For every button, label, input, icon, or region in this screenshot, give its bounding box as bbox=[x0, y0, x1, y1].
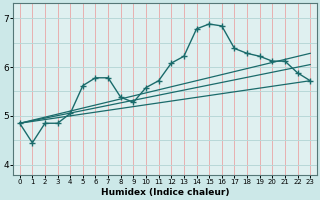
X-axis label: Humidex (Indice chaleur): Humidex (Indice chaleur) bbox=[101, 188, 229, 197]
